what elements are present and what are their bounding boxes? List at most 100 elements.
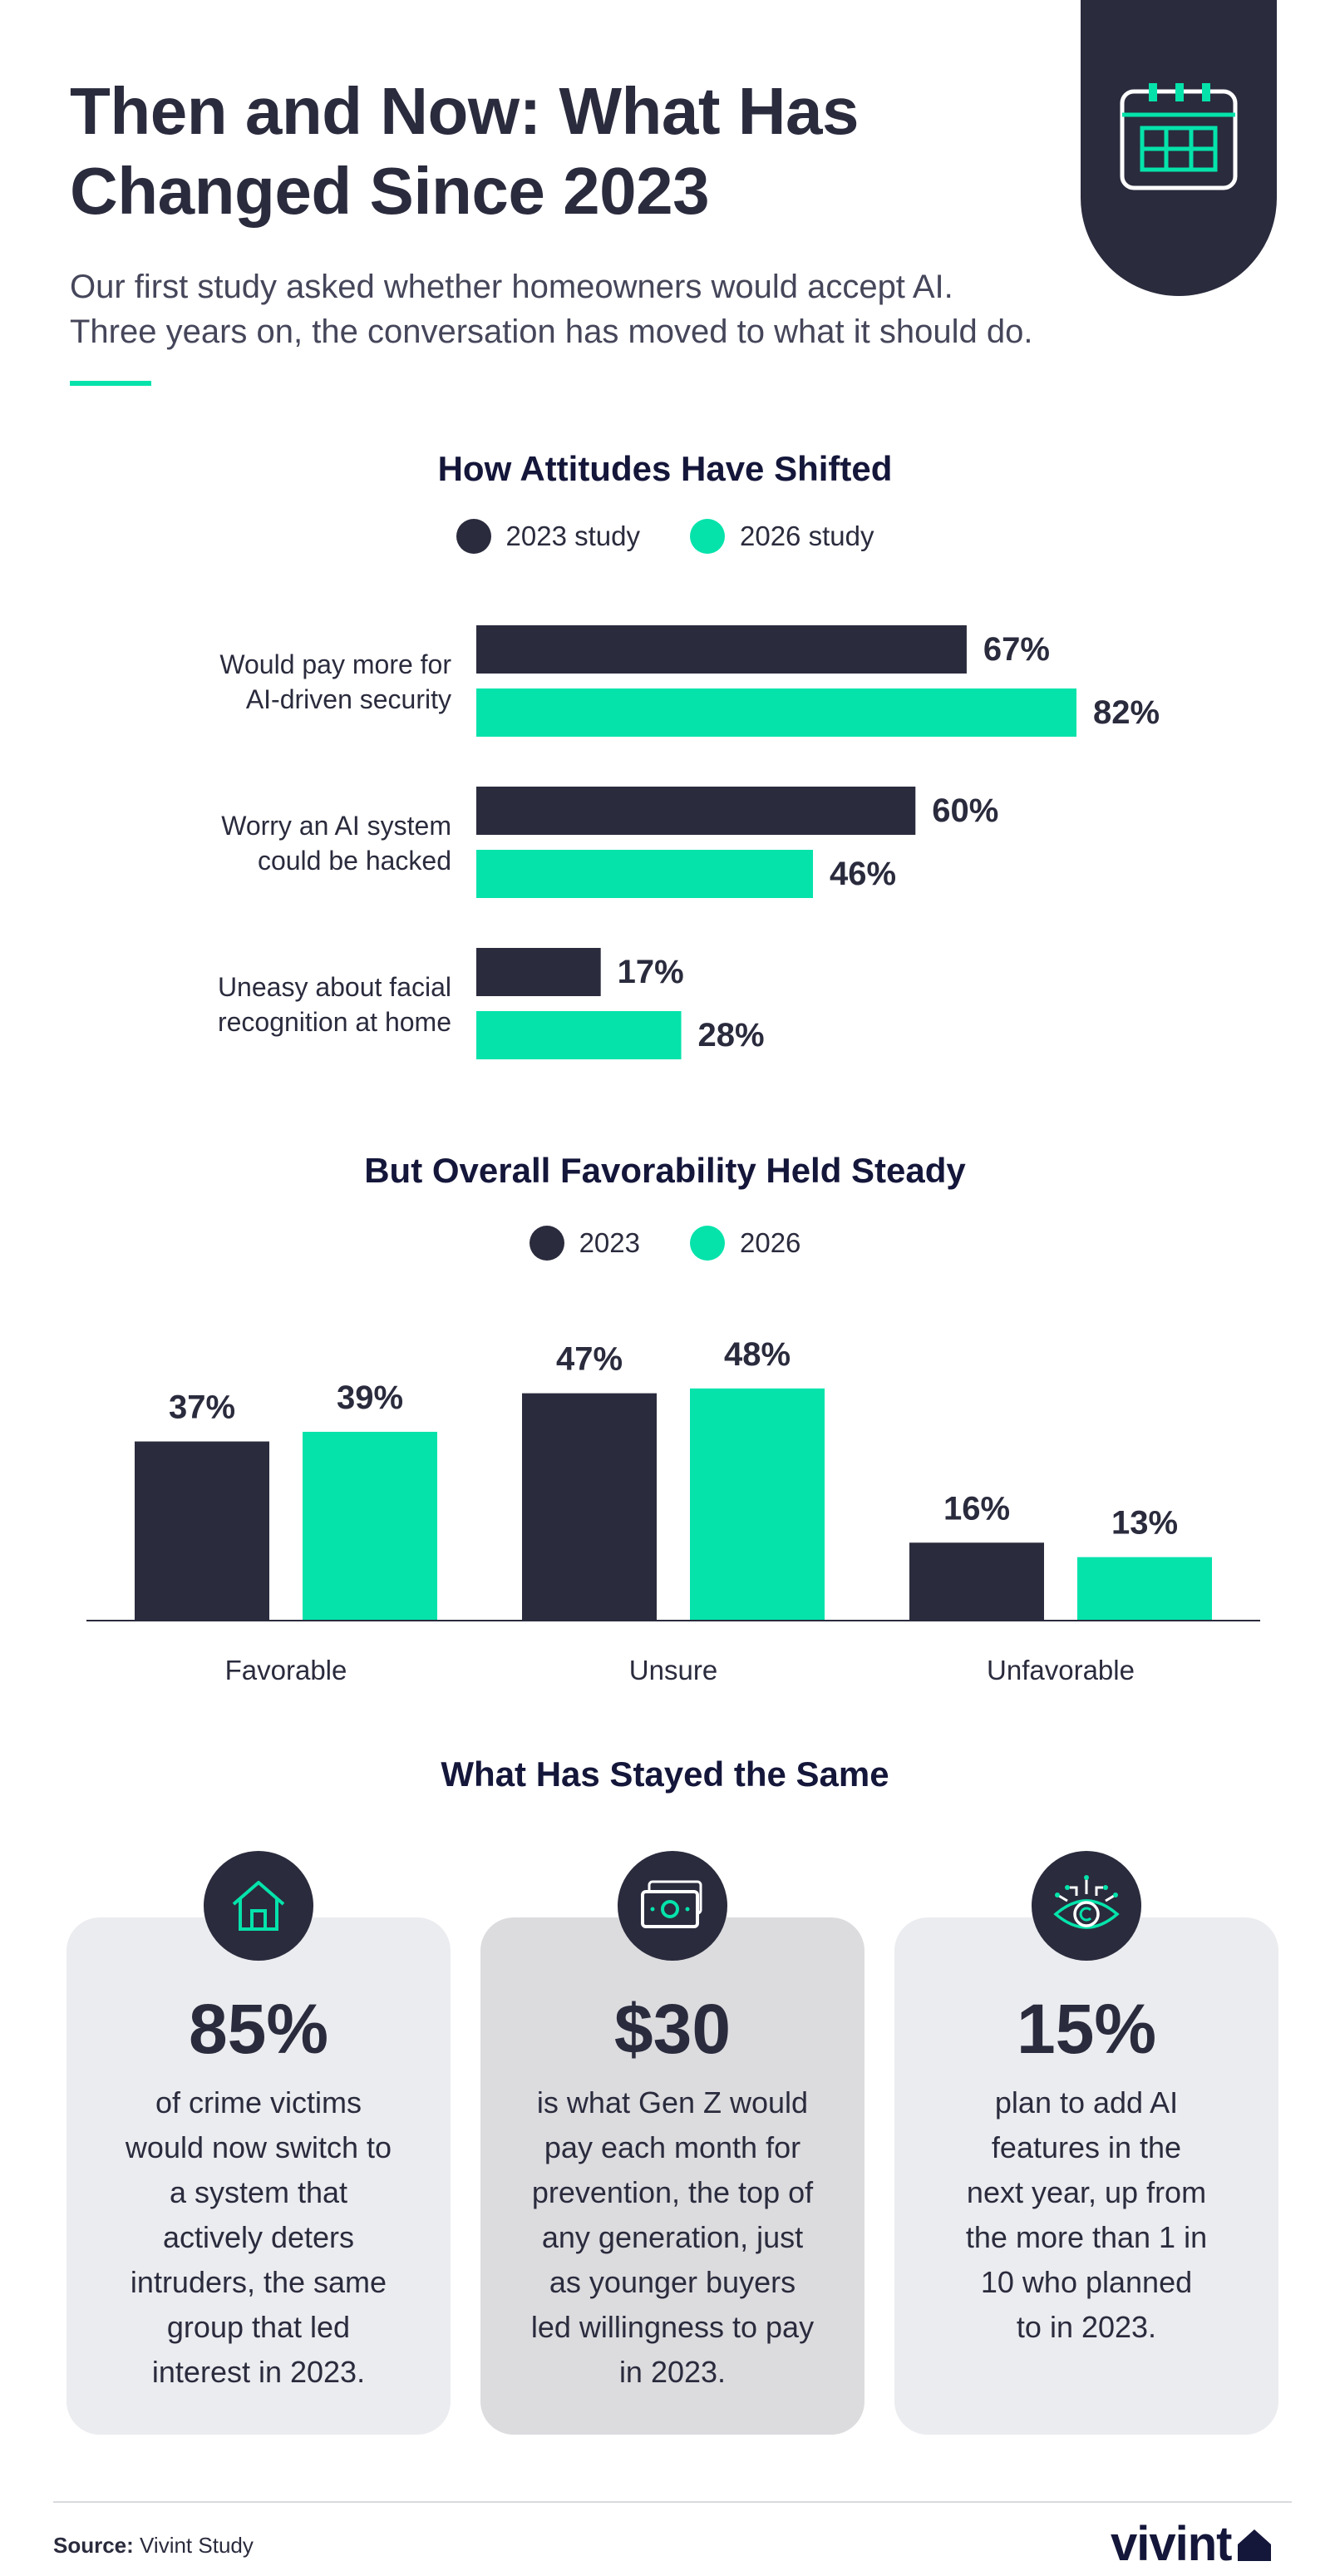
- favorability-bar-chart: 37% 39% Favorable 47% 48% Unsure 16% 13% Unfavor…: [86, 1336, 1260, 1685]
- stat-line: 10 who planned: [980, 2265, 1193, 2299]
- chart2-legend: 2023 2026: [0, 1226, 1330, 1261]
- bar: [303, 1431, 437, 1620]
- stat-line: actively deters: [162, 2220, 355, 2254]
- legend-item-2026-study: 2026 study: [690, 519, 874, 554]
- data-label: 46%: [830, 856, 896, 892]
- legend-label: 2023: [579, 1227, 640, 1258]
- calendar-tab: [1081, 0, 1277, 296]
- stat-value: $30: [613, 1990, 732, 2068]
- page-subtitle: Our first study asked whether homeowners…: [70, 264, 1150, 354]
- data-label: 60%: [932, 792, 998, 829]
- stat-description: of crime victims would now switch to a s…: [100, 2080, 417, 2395]
- stat-line: any generation, just: [541, 2220, 804, 2254]
- bar: [476, 850, 814, 898]
- stat-line: group that led: [166, 2310, 351, 2344]
- category-label-line: could be hacked: [258, 846, 451, 876]
- data-label: 13%: [1111, 1505, 1178, 1542]
- logo-house-icon: [1237, 2529, 1271, 2561]
- bar: [135, 1441, 269, 1620]
- stat-card-gen-z: $30 is what Gen Z would pay each month f…: [480, 1917, 864, 2435]
- legend-label: 2023 study: [505, 521, 640, 551]
- category-label: Would pay more for AI-driven security: [219, 649, 451, 714]
- stat-card-ai-features: 15% plan to add AI features in the next …: [894, 1917, 1278, 2435]
- stat-description: is what Gen Z would pay each month for p…: [514, 2080, 831, 2395]
- stat-description: plan to add AI features in the next year…: [928, 2080, 1245, 2350]
- bar: [1077, 1557, 1212, 1620]
- stat-line: led willingness to pay: [530, 2310, 815, 2344]
- bar: [476, 688, 1076, 737]
- bar: [476, 625, 967, 674]
- data-label: 17%: [618, 954, 684, 990]
- stat-line: pay each month for: [544, 2130, 801, 2164]
- category-label: Worry an AI system could be hacked: [221, 811, 451, 876]
- legend-dot-accent: [690, 1226, 725, 1261]
- chart2-title: But Overall Favorability Held Steady: [364, 1151, 966, 1190]
- bar: [690, 1388, 825, 1620]
- data-label: 28%: [698, 1017, 765, 1054]
- bar: [522, 1393, 657, 1620]
- calendar-icon: [1120, 83, 1238, 190]
- chart1-title: How Attitudes Have Shifted: [437, 449, 893, 488]
- stat-line: a system that: [169, 2175, 348, 2209]
- category-label: Favorable: [225, 1655, 347, 1685]
- chart1-legend: 2023 study 2026 study: [0, 519, 1330, 554]
- footer-divider: [53, 2501, 1292, 2503]
- category-label-line: Worry an AI system: [221, 811, 451, 841]
- data-label: 47%: [556, 1341, 623, 1378]
- page-title: Then and Now: What Has Changed Since 202…: [70, 74, 860, 228]
- legend-item-2023: 2023: [529, 1226, 640, 1261]
- legend-label: 2026: [740, 1227, 801, 1258]
- category-label-line: Uneasy about facial: [218, 972, 451, 1002]
- subtitle-line-1: Our first study asked whether homeowners…: [70, 269, 953, 305]
- bar: [909, 1542, 1044, 1620]
- data-label: 16%: [943, 1490, 1010, 1527]
- stat-line: the more than 1 in: [965, 2220, 1208, 2254]
- legend-dot-dark: [456, 519, 491, 554]
- stat-value: 85%: [188, 1990, 329, 2068]
- data-label: 82%: [1093, 694, 1160, 731]
- logo-wordmark: vivint: [1111, 2517, 1232, 2571]
- stat-line: intruders, the same: [130, 2265, 387, 2299]
- source-note: Source: Vivint Study: [53, 2533, 254, 2559]
- stat-line: plan to add AI: [994, 2085, 1179, 2120]
- cash-icon: [618, 1851, 727, 1961]
- legend-item-2023-study: 2023 study: [456, 519, 640, 554]
- category-label: Unsure: [629, 1655, 717, 1685]
- category-label: Unfavorable: [987, 1655, 1135, 1685]
- ai-eye-icon: [1032, 1851, 1141, 1961]
- legend-label: 2026 study: [740, 521, 874, 551]
- subtitle-line-2: Three years on, the conversation has mov…: [70, 313, 1033, 350]
- data-label: 67%: [983, 631, 1050, 668]
- data-label: 39%: [337, 1379, 403, 1416]
- attitudes-bar-chart: Would pay more for AI-driven security 67% 8…: [218, 625, 1160, 1059]
- stat-line: in 2023.: [618, 2355, 727, 2389]
- house-icon: [204, 1851, 313, 1961]
- vivint-logo: vivint: [1111, 2516, 1273, 2572]
- stat-line: interest in 2023.: [151, 2355, 366, 2389]
- bar: [476, 948, 601, 996]
- legend-dot-accent: [690, 519, 725, 554]
- stat-line: would now switch to: [125, 2130, 392, 2164]
- category-label-line: recognition at home: [218, 1007, 451, 1037]
- stat-line: as younger buyers: [549, 2265, 796, 2299]
- category-label: Uneasy about facial recognition at home: [218, 972, 451, 1037]
- source-value: Vivint Study: [140, 2533, 254, 2558]
- stat-line: to in 2023.: [1016, 2310, 1157, 2344]
- stat-card-crime-victims: 85% of crime victims would now switch to…: [66, 1917, 451, 2435]
- bar: [476, 1011, 682, 1059]
- category-label-line: Would pay more for: [219, 649, 451, 679]
- stat-line: is what Gen Z would: [536, 2085, 809, 2120]
- bar: [476, 787, 916, 835]
- same-section-title: What Has Stayed the Same: [441, 1754, 889, 1794]
- data-label: 48%: [724, 1336, 791, 1373]
- legend-item-2026: 2026: [690, 1226, 800, 1261]
- stat-line: features in the: [991, 2130, 1182, 2164]
- stat-line: of crime victims: [155, 2085, 362, 2120]
- source-label: Source:: [53, 2533, 134, 2558]
- stat-line: prevention, the top of: [531, 2175, 814, 2209]
- accent-divider: [70, 381, 151, 386]
- legend-dot-dark: [529, 1226, 564, 1261]
- data-label: 37%: [169, 1389, 235, 1426]
- stat-value: 15%: [1016, 1990, 1157, 2068]
- stat-line: next year, up from: [966, 2175, 1207, 2209]
